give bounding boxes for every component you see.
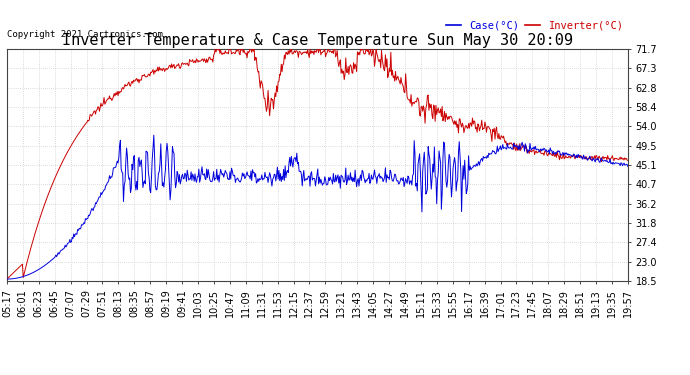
Text: Copyright 2021 Cartronics.com: Copyright 2021 Cartronics.com [7,30,163,39]
Legend: Case(°C), Inverter(°C): Case(°C), Inverter(°C) [442,16,628,34]
Title: Inverter Temperature & Case Temperature Sun May 30 20:09: Inverter Temperature & Case Temperature … [62,33,573,48]
